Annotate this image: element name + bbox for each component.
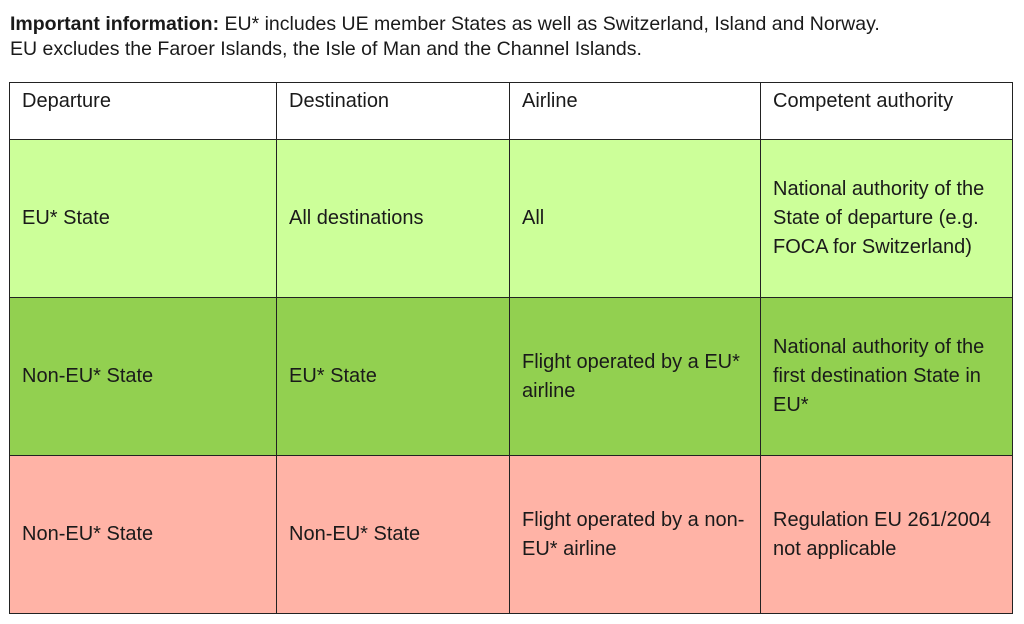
cell-departure: EU* State (9, 139, 277, 298)
note-line-1: EU* includes UE member States as well as… (219, 13, 880, 35)
note-line-2: EU excludes the Faroer Islands, the Isle… (10, 38, 642, 60)
cell-competent-authority: National authority of the State of depar… (760, 139, 1013, 298)
cell-airline: Flight operated by a non-EU* airline (509, 455, 761, 614)
cell-airline: Flight operated by a EU* airline (509, 297, 761, 456)
cell-destination: EU* State (276, 297, 510, 456)
cell-destination: Non-EU* State (276, 455, 510, 614)
table-header-row: Departure Destination Airline Competent … (9, 82, 1013, 140)
table-row: Non-EU* State EU* State Flight operated … (9, 297, 1013, 456)
header-airline: Airline (509, 82, 761, 140)
note-label: Important information: (10, 13, 220, 35)
cell-competent-authority: Regulation EU 261/2004 not applicable (760, 455, 1013, 614)
cell-departure: Non-EU* State (9, 455, 277, 614)
cell-destination: All destinations (276, 139, 510, 298)
cell-competent-authority: National authority of the first destinat… (760, 297, 1013, 456)
header-destination: Destination (276, 82, 510, 140)
cell-airline: All (509, 139, 761, 298)
table-row: EU* State All destinations All National … (9, 139, 1013, 298)
competent-authority-table: Departure Destination Airline Competent … (9, 82, 1013, 614)
table-row: Non-EU* State Non-EU* State Flight opera… (9, 455, 1013, 614)
cell-departure: Non-EU* State (9, 297, 277, 456)
header-competent-authority: Competent authority (760, 82, 1013, 140)
header-departure: Departure (9, 82, 277, 140)
important-information-note: Important information: EU* includes UE m… (10, 12, 1020, 62)
